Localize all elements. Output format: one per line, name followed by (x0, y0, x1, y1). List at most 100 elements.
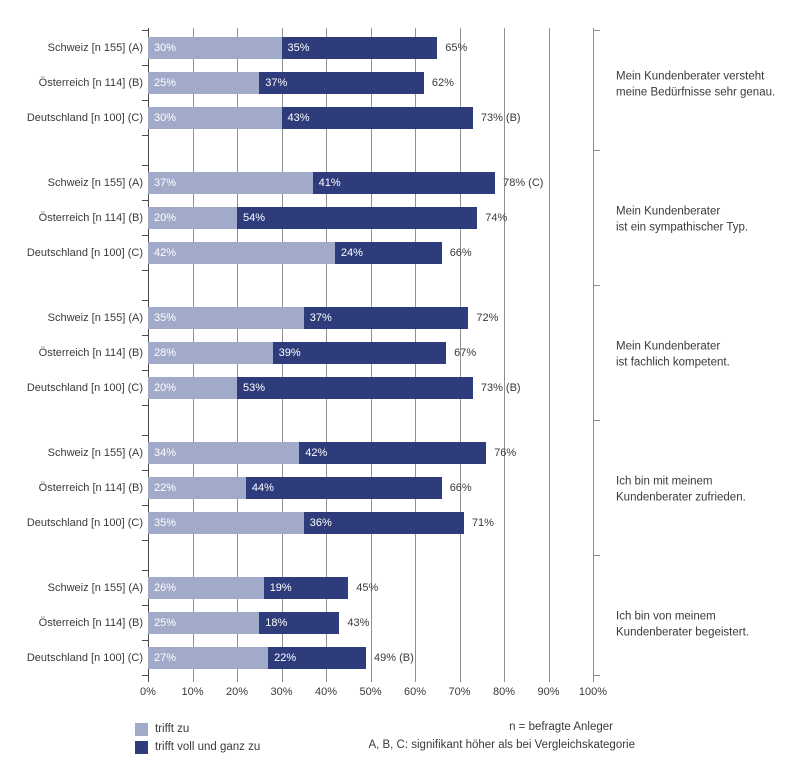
note-significance: A, B, C: signifikant höher als bei Vergl… (368, 739, 635, 751)
axis-tick (142, 470, 148, 471)
x-axis-tick-label: 100% (578, 686, 608, 698)
axis-tick (142, 335, 148, 336)
category-label: Deutschland [n 100] (C) (26, 516, 143, 529)
category-label: Österreich [n 114] (B) (38, 481, 143, 494)
category-label: Österreich [n 114] (B) (38, 346, 143, 359)
note-sample-size: n = befragte Anleger (509, 721, 613, 733)
axis-tick (142, 405, 148, 406)
bar-segment-trifft-voll-und-ganz-zu: 54% (237, 206, 478, 229)
x-axis-tick-label: 70% (448, 686, 471, 698)
bar-segment-trifft-voll-und-ganz-zu: 43% (281, 106, 473, 129)
axis-tick (142, 270, 148, 271)
x-axis-tick-label: 10% (181, 686, 204, 698)
legend-swatch-trifft-voll-und-ganz-zu (135, 740, 148, 754)
legend-label-trifft-voll-und-ganz-zu: trifft voll und ganz zu (155, 741, 261, 753)
bar-segment-trifft-zu: 37% (148, 171, 313, 194)
axis-tick (142, 570, 148, 571)
axis-tick (142, 370, 148, 371)
bar-segment-trifft-voll-und-ganz-zu: 53% (237, 376, 473, 399)
category-label: Schweiz [n 155] (A) (47, 311, 143, 324)
gridline-90% (548, 28, 550, 682)
total-label: 45% (356, 581, 379, 594)
category-label: Österreich [n 114] (B) (38, 211, 143, 224)
total-label: 72% (476, 311, 499, 324)
bar-segment-trifft-voll-und-ganz-zu: 19% (263, 576, 349, 599)
bar-segment-trifft-voll-und-ganz-zu: 18% (259, 611, 340, 634)
axis-tick (142, 435, 148, 436)
category-label: Schweiz [n 155] (A) (47, 41, 143, 54)
total-label: 74% (485, 211, 508, 224)
x-axis-tick-label: 0% (140, 686, 156, 698)
x-axis-tick-label: 80% (492, 686, 516, 698)
bar-segment-trifft-voll-und-ganz-zu: 35% (281, 36, 438, 59)
axis-tick (142, 605, 148, 606)
bar-segment-trifft-zu: 28% (148, 341, 273, 364)
group-boundary-tick (593, 285, 600, 286)
total-label: 65% (445, 41, 468, 54)
statement-label: Mein Kundenberater ist ein sympathischer… (616, 205, 749, 233)
bar-segment-trifft-voll-und-ganz-zu: 39% (272, 341, 447, 364)
x-axis-tick-label: 30% (270, 686, 293, 698)
category-label: Deutschland [n 100] (C) (26, 111, 143, 124)
category-label: Schweiz [n 155] (A) (47, 176, 143, 189)
statement-label: Mein Kundenberater ist fachlich kompeten… (616, 340, 730, 368)
total-label: 73% (B) (480, 381, 521, 394)
gridline-70% (459, 28, 461, 682)
axis-tick (142, 540, 148, 541)
category-label: Österreich [n 114] (B) (38, 76, 143, 89)
bar-segment-trifft-zu: 22% (148, 476, 246, 499)
x-axis-tick-label: 40% (314, 686, 338, 698)
total-label: 66% (449, 481, 472, 494)
bar-segment-trifft-voll-und-ganz-zu: 42% (299, 441, 487, 464)
legend-swatch-trifft-zu (135, 722, 148, 736)
bar-segment-trifft-zu: 42% (148, 241, 335, 264)
bar-segment-trifft-voll-und-ganz-zu: 44% (245, 476, 442, 499)
x-axis-tick-label: 60% (403, 686, 427, 698)
group-boundary-tick (593, 420, 600, 421)
category-label: Schweiz [n 155] (A) (47, 581, 143, 594)
axis-tick (142, 165, 148, 166)
x-axis-tick-label: 20% (225, 686, 249, 698)
total-label: 78% (C) (503, 176, 544, 189)
bar-segment-trifft-voll-und-ganz-zu: 24% (334, 241, 442, 264)
total-label: 76% (494, 446, 517, 459)
group-boundary-tick (593, 675, 600, 676)
axis-tick (142, 65, 148, 66)
bar-segment-trifft-zu: 25% (148, 71, 260, 94)
total-label: 71% (471, 516, 494, 529)
total-label: 49% (B) (374, 651, 414, 664)
bar-segment-trifft-voll-und-ganz-zu: 36% (303, 511, 464, 534)
category-label: Deutschland [n 100] (C) (26, 651, 143, 664)
bar-segment-trifft-zu: 30% (148, 36, 282, 59)
category-label: Deutschland [n 100] (C) (26, 381, 143, 394)
category-label: Deutschland [n 100] (C) (26, 246, 143, 259)
legend-label-trifft-zu: trifft zu (155, 723, 190, 735)
bar-segment-trifft-voll-und-ganz-zu: 37% (303, 306, 469, 329)
total-label: 43% (347, 616, 370, 629)
legend-item-trifft-voll-und-ganz-zu: trifft voll und ganz zu (135, 740, 260, 754)
axis-tick (142, 235, 148, 236)
x-axis-tick-label: 50% (359, 686, 382, 698)
statement-label: Mein Kundenberater versteht meine Bedürf… (616, 70, 776, 98)
total-label: 73% (B) (480, 111, 521, 124)
group-boundary-tick (593, 555, 600, 556)
category-label: Österreich [n 114] (B) (38, 616, 143, 629)
bar-segment-trifft-zu: 26% (148, 576, 264, 599)
legend-item-trifft-zu: trifft zu (135, 722, 189, 736)
bar-segment-trifft-zu: 25% (148, 611, 260, 634)
axis-tick (142, 640, 148, 641)
axis-tick (142, 135, 148, 136)
axis-tick (142, 100, 148, 101)
gridline-80% (504, 28, 505, 682)
bar-segment-trifft-voll-und-ganz-zu: 37% (259, 71, 424, 94)
total-label: 67% (454, 346, 477, 359)
bar-segment-trifft-zu: 34% (148, 441, 300, 464)
bar-segment-trifft-zu: 20% (148, 206, 237, 229)
bar-segment-trifft-voll-und-ganz-zu: 22% (268, 646, 367, 669)
x-axis-tick-label: 90% (537, 686, 560, 698)
bar-segment-trifft-voll-und-ganz-zu: 41% (312, 171, 496, 194)
bar-segment-trifft-zu: 30% (148, 106, 282, 129)
axis-tick (142, 675, 148, 676)
statement-label: Ich bin mit meinem Kundenberater zufried… (616, 475, 746, 503)
category-label: Schweiz [n 155] (A) (47, 446, 143, 459)
